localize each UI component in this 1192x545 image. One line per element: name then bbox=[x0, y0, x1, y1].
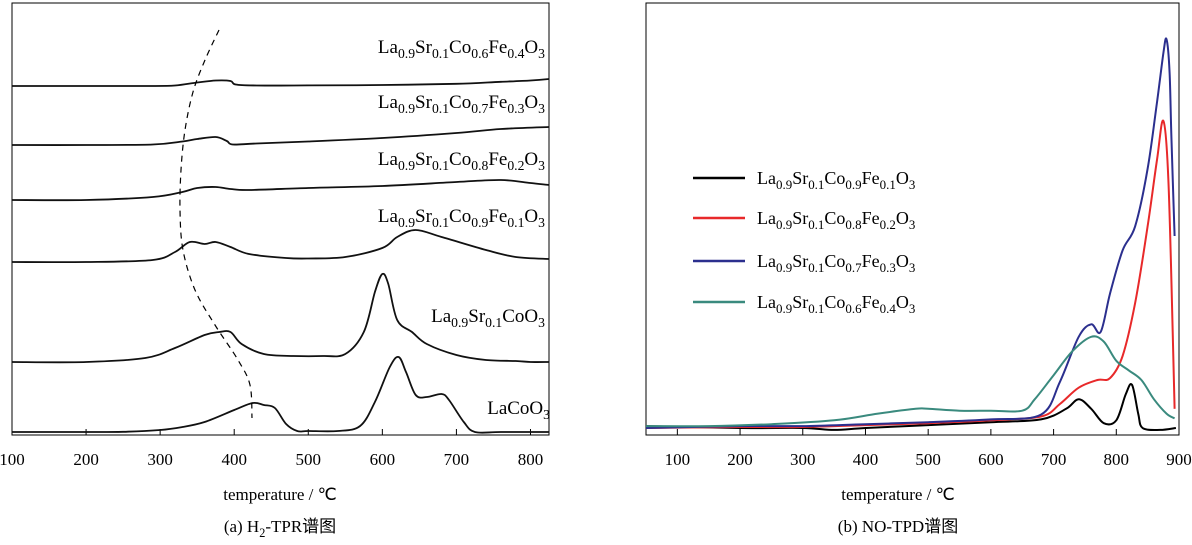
panel-b-x-tick-label: 100 bbox=[665, 450, 691, 469]
panel-a-curve bbox=[11, 272, 550, 364]
panel-a-curve bbox=[11, 355, 549, 434]
panel-b-x-tick-label: 700 bbox=[1041, 450, 1067, 469]
panel-a-x-tick-label: 700 bbox=[444, 450, 470, 469]
panel-a-curve bbox=[11, 179, 550, 202]
panel-b-x-tick-label: 600 bbox=[978, 450, 1004, 469]
panel-a-curve-label: La0.9Sr0.1Co0.8Fe0.2O3 bbox=[378, 149, 545, 173]
panel-a-curves bbox=[11, 78, 550, 434]
panel-b: 100 200 300 400 500 600 700 800 900 La0.9Sr0.1Co… bbox=[645, 2, 1192, 536]
panel-b-x-tick-label: 200 bbox=[727, 450, 753, 469]
panel-b-legend: La0.9Sr0.1Co0.9Fe0.1O3 La0.9Sr0.1Co0.8Fe0… bbox=[693, 168, 915, 316]
panel-a-x-tick-label: 300 bbox=[147, 450, 173, 469]
panel-a-x-axis-label: temperature / ℃ bbox=[223, 485, 337, 504]
panel-b-x-ticks: 100 200 300 400 500 600 700 800 900 bbox=[665, 429, 1192, 469]
panel-a-x-tick-label: 500 bbox=[296, 450, 322, 469]
panel-a-dashed-guide bbox=[179, 29, 253, 419]
panel-b-legend-label: La0.9Sr0.1Co0.6Fe0.4O3 bbox=[757, 292, 915, 316]
panel-b-caption: (b) NO-TPD谱图 bbox=[838, 517, 958, 536]
panel-a-curve-label: La0.9Sr0.1Co0.7Fe0.3O3 bbox=[378, 92, 545, 116]
panel-b-x-tick-label: 900 bbox=[1166, 450, 1192, 469]
panel-a-curve-label: La0.9Sr0.1Co0.9Fe0.1O3 bbox=[378, 206, 545, 230]
panel-b-x-axis-label: temperature / ℃ bbox=[841, 485, 955, 504]
panel-a-curve bbox=[11, 126, 550, 146]
panel-b-curves bbox=[645, 37, 1177, 432]
panel-a-x-ticks: 100 200 300 400 500 600 700 800 bbox=[0, 429, 543, 469]
panel-b-x-tick-label: 300 bbox=[790, 450, 816, 469]
panel-b-curve bbox=[645, 383, 1177, 432]
panel-a-x-tick-label: 800 bbox=[518, 450, 544, 469]
panel-a-curve-label: La0.9Sr0.1CoO3 bbox=[431, 306, 545, 330]
panel-b-curve bbox=[645, 37, 1176, 429]
panel-a-x-tick-label: 400 bbox=[221, 450, 247, 469]
panel-a-frame bbox=[11, 2, 550, 436]
panel-b-legend-label: La0.9Sr0.1Co0.8Fe0.2O3 bbox=[757, 208, 915, 232]
panel-b-x-tick-label: 400 bbox=[853, 450, 879, 469]
panel-a-x-tick-label: 200 bbox=[73, 450, 99, 469]
panel-b-legend-label: La0.9Sr0.1Co0.9Fe0.1O3 bbox=[757, 168, 915, 192]
panel-b-x-tick-label: 800 bbox=[1104, 450, 1130, 469]
panel-a-x-tick-label: 600 bbox=[370, 450, 396, 469]
panel-a-curve bbox=[11, 229, 550, 264]
panel-a-curve-label: La0.9Sr0.1Co0.6Fe0.4O3 bbox=[378, 37, 545, 61]
panel-b-x-tick-label: 500 bbox=[915, 450, 941, 469]
panel-a-curve-label: LaCoO3 bbox=[487, 398, 550, 422]
panel-a-caption: (a) H2-TPR谱图 bbox=[224, 517, 336, 540]
panel-a-curve bbox=[11, 78, 550, 87]
panel-b-legend-label: La0.9Sr0.1Co0.7Fe0.3O3 bbox=[757, 251, 915, 275]
panel-a: 100 200 300 400 500 600 700 800 La0.9Sr0.1Co0.6… bbox=[0, 2, 550, 540]
panel-b-frame bbox=[645, 2, 1180, 436]
panel-a-x-tick-label: 100 bbox=[0, 450, 25, 469]
panel-a-curve-labels: La0.9Sr0.1Co0.6Fe0.4O3 La0.9Sr0.1Co0.7Fe0… bbox=[378, 37, 550, 422]
panel-b-curve bbox=[645, 335, 1176, 428]
